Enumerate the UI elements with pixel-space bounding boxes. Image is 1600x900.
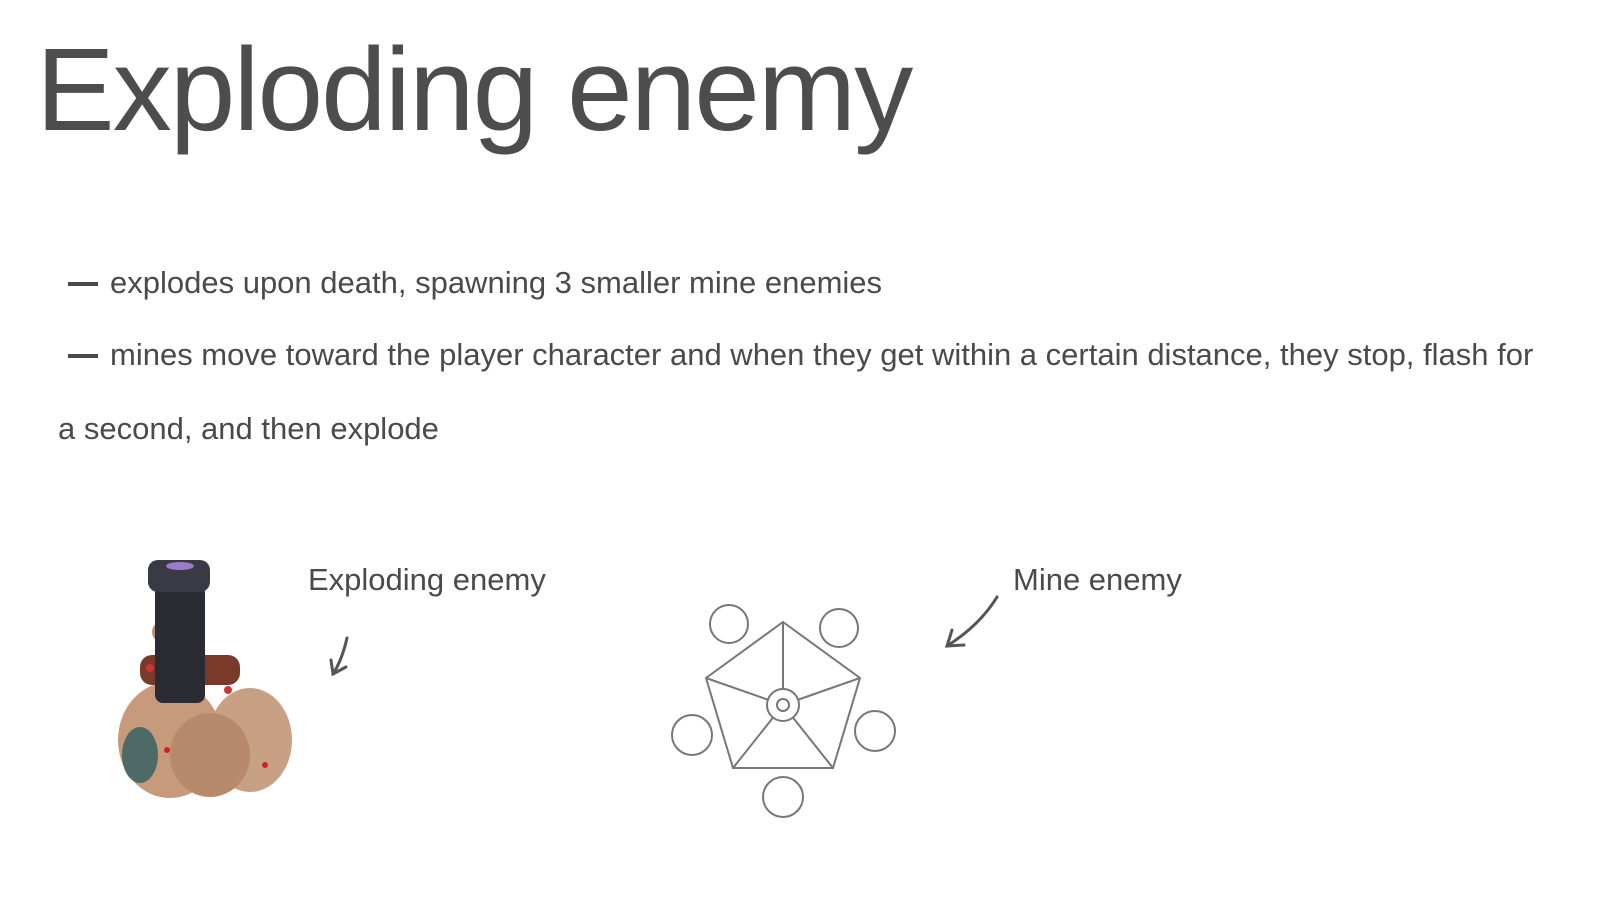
page-title: Exploding enemy (36, 24, 913, 156)
bullet: mines move toward the player character a… (58, 318, 1558, 466)
mine-drawing (671, 604, 896, 818)
bullet: explodes upon death, spawning 3 smaller … (58, 246, 1558, 320)
figure-label: Mine enemy (1013, 562, 1182, 597)
enemy-sprite (118, 560, 292, 798)
figure-label: Exploding enemy (308, 562, 546, 597)
arrow (944, 595, 999, 648)
arrow (329, 636, 349, 677)
